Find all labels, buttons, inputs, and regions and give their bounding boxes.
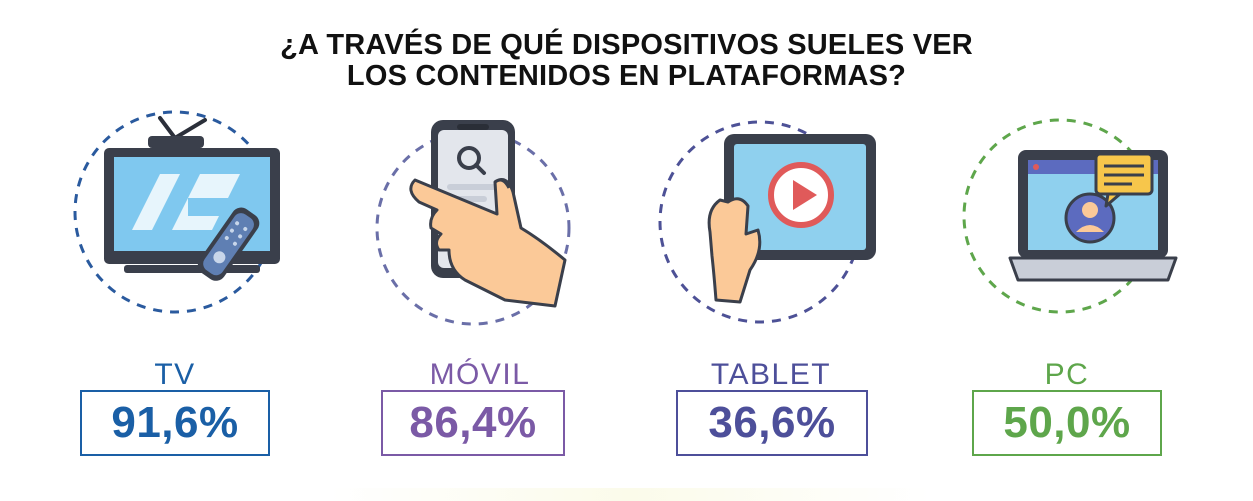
value-box-tablet: 36,6%: [676, 390, 868, 456]
hand-holding-phone-icon: [375, 120, 571, 326]
device-card-tv: TV 91,6%: [40, 110, 310, 480]
value-box-pc: 50,0%: [972, 390, 1162, 456]
title-line-1: ¿A TRAVÉS DE QUÉ DISPOSITIVOS SUELES VER: [280, 29, 973, 61]
device-label-tv: TV: [154, 358, 196, 391]
device-label-movil: MÓVIL: [429, 358, 531, 391]
value-box-tv: 91,6%: [80, 390, 270, 456]
chart-title: ¿A TRAVÉS DE QUÉ DISPOSITIVOS SUELES VER…: [0, 30, 1253, 92]
device-label-tablet: TABLET: [710, 358, 832, 391]
device-card-tablet: TABLET 36,6%: [636, 110, 906, 480]
tv-with-remote-icon: [73, 110, 280, 314]
value-box-movil: 86,4%: [381, 390, 565, 456]
hand-holding-tablet-play-icon: [658, 120, 876, 324]
device-card-pc: PC 50,0%: [932, 110, 1202, 480]
title-line-2: LOS CONTENIDOS EN PLATAFORMAS?: [346, 60, 907, 92]
footer-band: [330, 488, 930, 501]
device-label-pc: PC: [1044, 358, 1090, 391]
laptop-user-chat-icon: [962, 118, 1178, 314]
device-card-movil: MÓVIL 86,4%: [345, 110, 615, 480]
